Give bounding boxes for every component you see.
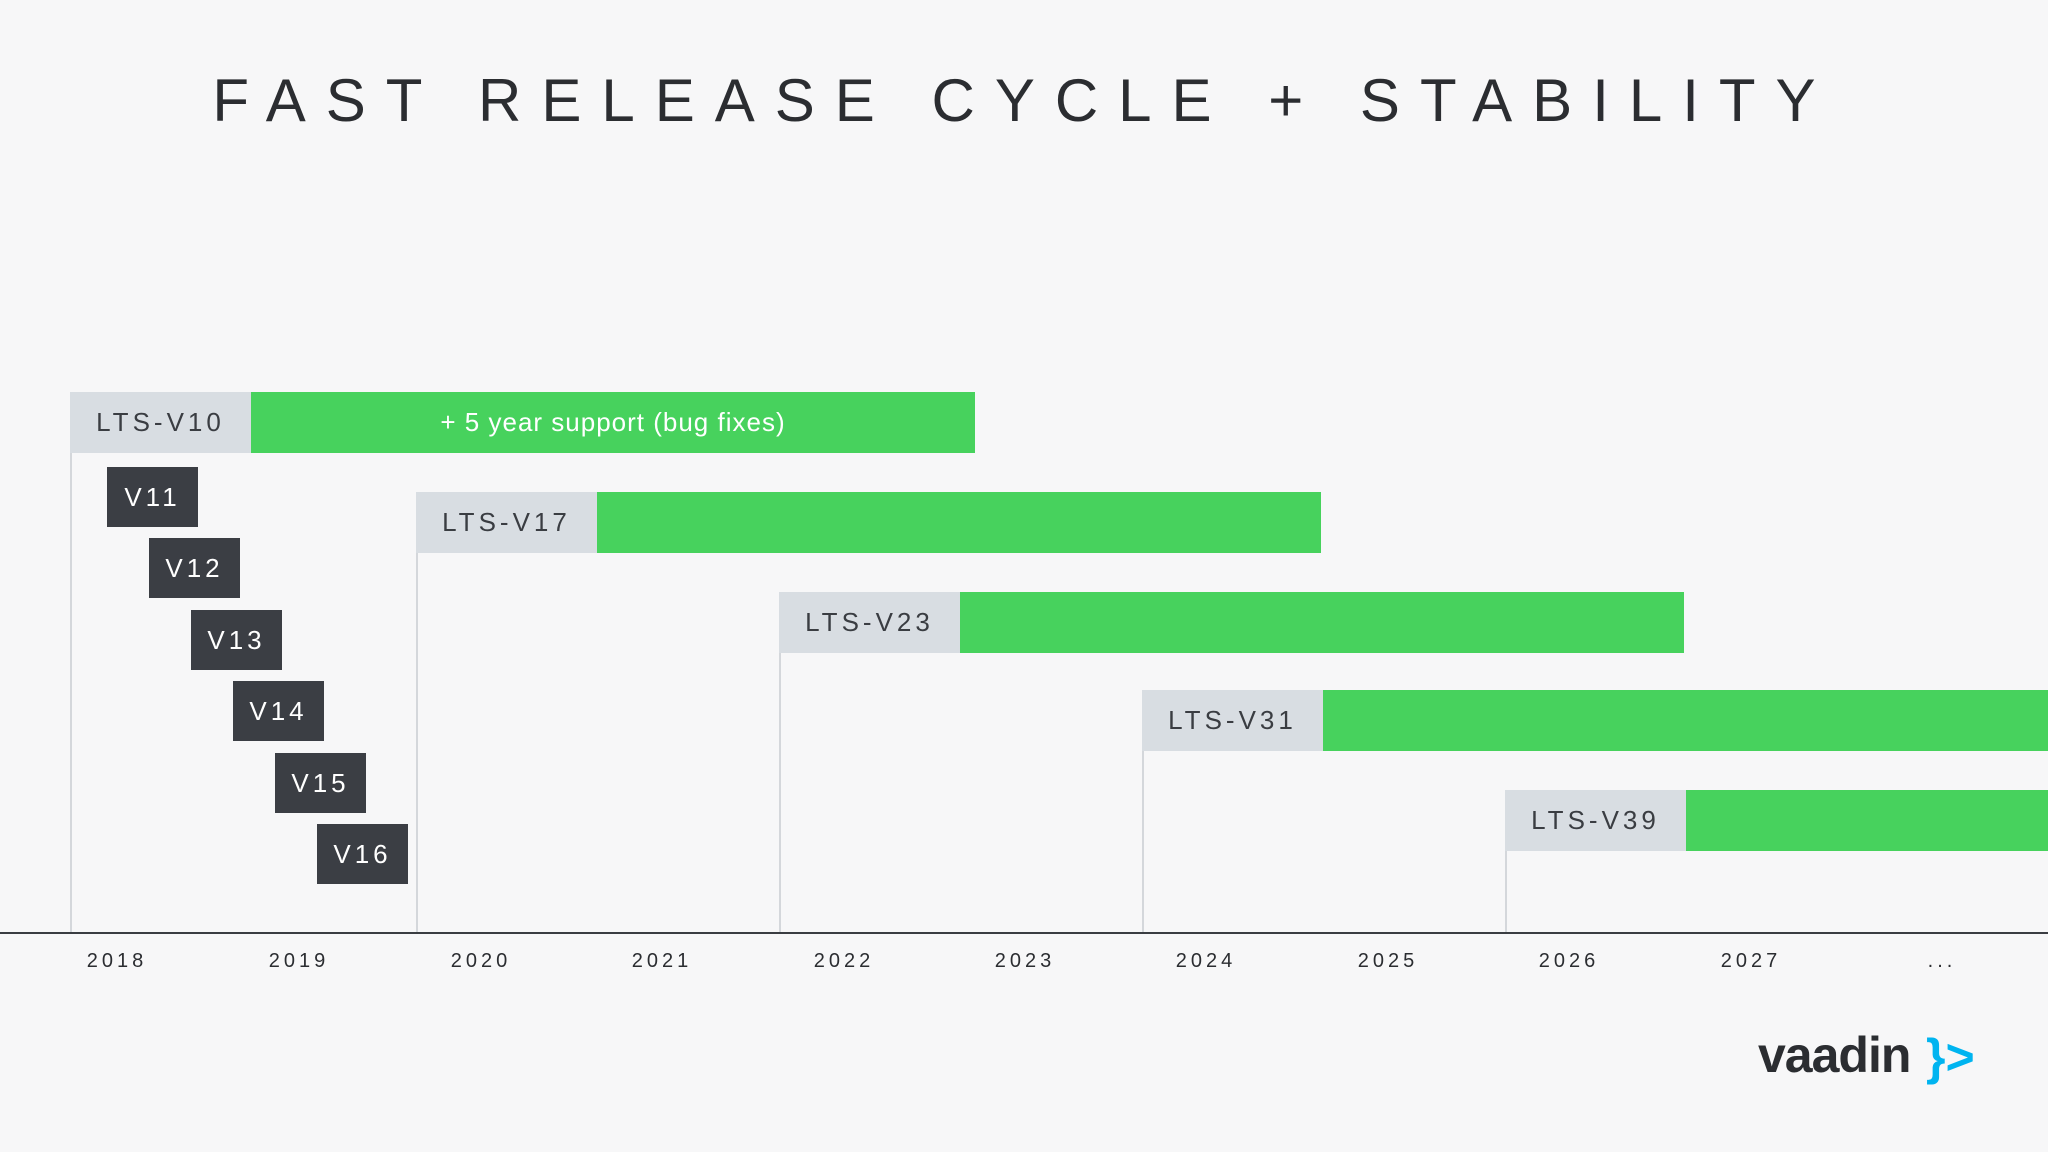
support-bar-v17 xyxy=(597,492,1321,553)
year-label-2019: 2019 xyxy=(268,950,330,972)
vaadin-logo: vaadin }> xyxy=(1758,1027,1975,1085)
year-label-2021: 2021 xyxy=(631,950,693,972)
version-box-v16: V16 xyxy=(317,824,408,884)
timeline-guide-v31 xyxy=(1142,690,1144,932)
version-box-v14: V14 xyxy=(233,681,324,741)
year-label-2023: 2023 xyxy=(994,950,1056,972)
timeline-guide-v39 xyxy=(1505,790,1507,932)
year-label-2022: 2022 xyxy=(813,950,875,972)
version-box-v12: V12 xyxy=(149,538,240,598)
vaadin-logo-mark: }> xyxy=(1926,1029,1975,1085)
support-bar-v39 xyxy=(1686,790,2048,851)
version-box-v15: V15 xyxy=(275,753,366,813)
timeline-guide-v10 xyxy=(70,392,72,932)
year-label-ellipsis: ... xyxy=(1927,950,1957,972)
version-box-v13: V13 xyxy=(191,610,282,670)
lts-label-v10: LTS-V10 xyxy=(70,392,251,453)
page-title: FAST RELEASE CYCLE + STABILITY xyxy=(212,67,1836,134)
lts-label-v23: LTS-V23 xyxy=(779,592,960,653)
lts-label-v31: LTS-V31 xyxy=(1142,690,1323,751)
version-box-v11: V11 xyxy=(107,467,198,527)
support-bar-v31 xyxy=(1323,690,2048,751)
timeline-axis xyxy=(0,932,2048,934)
year-label-2025: 2025 xyxy=(1357,950,1419,972)
year-label-2026: 2026 xyxy=(1538,950,1600,972)
support-bar-v10: + 5 year support (bug fixes) xyxy=(251,392,975,453)
year-label-2020: 2020 xyxy=(450,950,512,972)
timeline-guide-v23 xyxy=(779,592,781,932)
lts-label-v39: LTS-V39 xyxy=(1505,790,1686,851)
year-label-2024: 2024 xyxy=(1175,950,1237,972)
support-bar-v23 xyxy=(960,592,1684,653)
vaadin-logo-text: vaadin xyxy=(1758,1027,1910,1083)
year-label-2018: 2018 xyxy=(86,950,148,972)
timeline-guide-v17 xyxy=(416,492,418,932)
year-label-2027: 2027 xyxy=(1720,950,1782,972)
lts-label-v17: LTS-V17 xyxy=(416,492,597,553)
